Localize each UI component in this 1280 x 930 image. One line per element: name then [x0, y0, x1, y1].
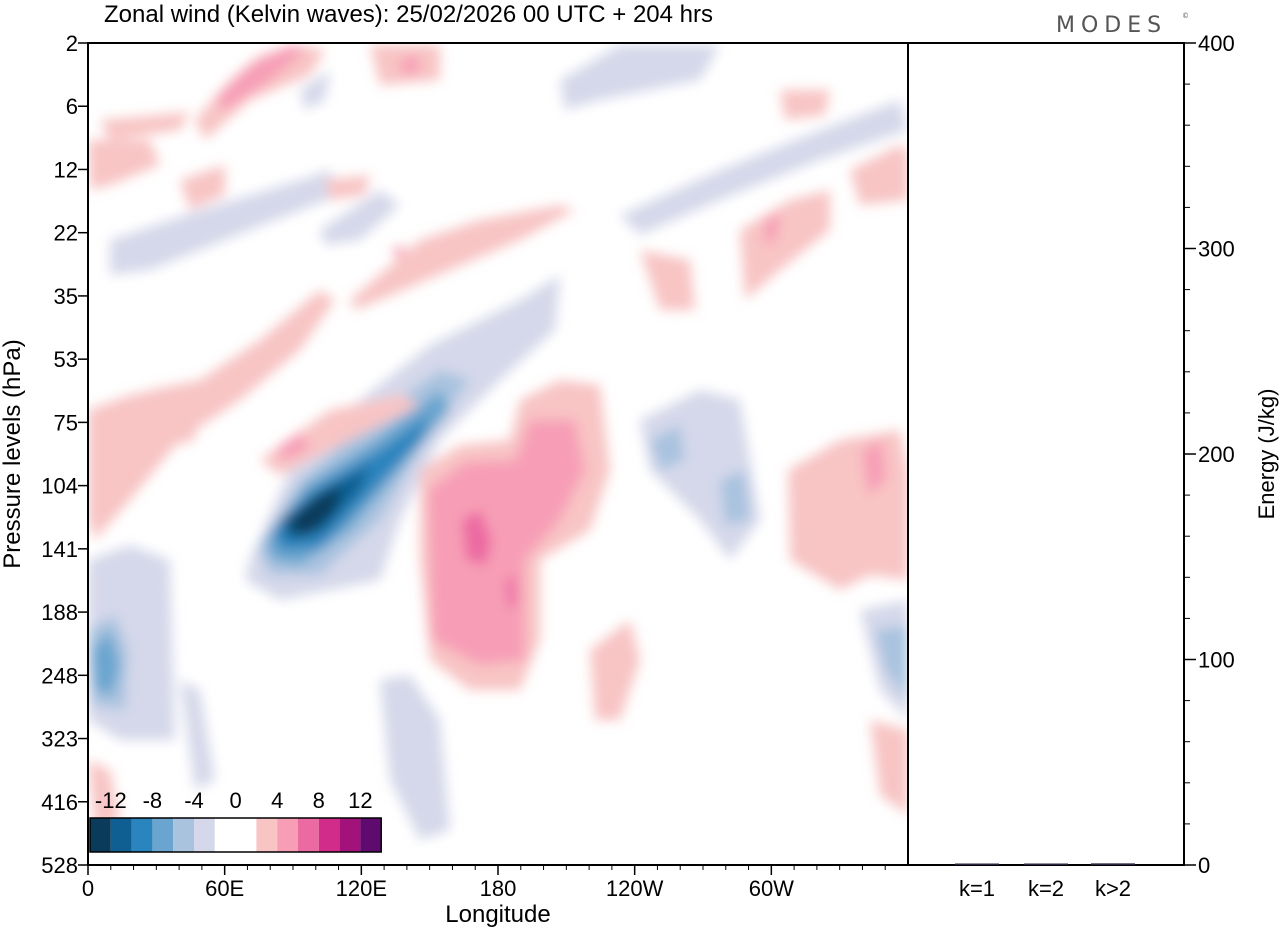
y-tick-label: 6: [66, 94, 78, 119]
x-tick-label: 60W: [749, 876, 794, 901]
y-tick-label: 22: [54, 221, 78, 246]
colorbar-label: 0: [229, 788, 241, 813]
energy-tick-label: 200: [1198, 442, 1235, 467]
colorbar-bin: [277, 818, 298, 852]
energy-tick-label: 100: [1198, 648, 1235, 673]
negative-wind-regions: [88, 45, 908, 840]
energy-bar-label: k=2: [1028, 876, 1064, 901]
colorbar-label: -12: [95, 788, 127, 813]
y-tick-label: 323: [41, 727, 78, 752]
energy-panel-frame: [907, 42, 1185, 866]
energy-bar-label: k=1: [959, 876, 995, 901]
energy-tick-label: 0: [1198, 853, 1210, 878]
y-tick-label: 528: [41, 853, 78, 878]
contour-field: [88, 45, 908, 840]
energy-tick-label: 300: [1198, 237, 1235, 262]
x-tick-label: 180: [480, 876, 517, 901]
y-tick-label: 35: [54, 284, 78, 309]
colorbar-bin: [214, 818, 236, 852]
x-tick-label: 120W: [606, 876, 664, 901]
colorbar-label: 12: [348, 788, 372, 813]
colorbar-bin: [173, 818, 194, 852]
positive-wind-regions: [88, 45, 908, 830]
colorbar-bin: [90, 818, 111, 852]
colorbar-bin: [131, 818, 153, 852]
y-tick-label: 248: [41, 663, 78, 688]
colorbar: -12 -8 -4 0 4 8 12: [89, 788, 382, 853]
colorbar-bin: [298, 818, 319, 852]
y-tick-label: 188: [41, 600, 78, 625]
pressure-axis: 2 6 12 22 35 53 75 104 141 188 248 323 416 528: [41, 31, 88, 878]
energy-bar: [1091, 863, 1135, 865]
y-tick-label: 75: [54, 410, 78, 435]
colorbar-frame: [89, 817, 382, 853]
y-tick-label: 141: [41, 537, 78, 562]
colorbar-bin: [256, 818, 278, 852]
longitude-axis: 0 60E 120E 180 120W 60W: [82, 865, 886, 901]
energy-axis-label: Energy (J/kg): [1254, 389, 1279, 520]
colorbar-bin: [360, 818, 382, 852]
x-tick-label: 60E: [205, 876, 244, 901]
energy-bar: [955, 863, 999, 865]
colorbar-bin: [318, 818, 340, 852]
brand-mark: ©: [1182, 12, 1195, 20]
x-axis-label: Longitude: [445, 901, 550, 928]
y-tick-label: 53: [54, 347, 78, 372]
energy-tick-label: 400: [1198, 31, 1235, 56]
colorbar-bin: [194, 818, 215, 852]
energy-bars: k=1 k=2 k>2: [955, 863, 1135, 901]
colorbar-bin: [235, 818, 257, 852]
energy-axis: 0 100 200 300 400: [1184, 31, 1235, 878]
y-tick-label: 2: [66, 31, 78, 56]
colorbar-bin: [110, 818, 132, 852]
brand-logo: MODES: [1056, 13, 1167, 38]
colorbar-label: -8: [143, 788, 163, 813]
y-tick-label: 416: [41, 790, 78, 815]
x-tick-label: 120E: [336, 876, 387, 901]
chart-title: Zonal wind (Kelvin waves): 25/02/2026 00…: [104, 1, 713, 28]
colorbar-bin: [152, 818, 174, 852]
colorbar-label: 4: [271, 788, 283, 813]
energy-bar: [1024, 863, 1068, 865]
x-tick-label: 0: [82, 876, 94, 901]
y-tick-label: 12: [54, 157, 78, 182]
colorbar-label: -4: [184, 788, 204, 813]
y-tick-label: 104: [41, 474, 78, 499]
colorbar-bin: [339, 818, 361, 852]
energy-bar-label: k>2: [1095, 876, 1131, 901]
colorbar-label: 8: [313, 788, 325, 813]
y-axis-label: Pressure levels (hPa): [0, 339, 26, 568]
